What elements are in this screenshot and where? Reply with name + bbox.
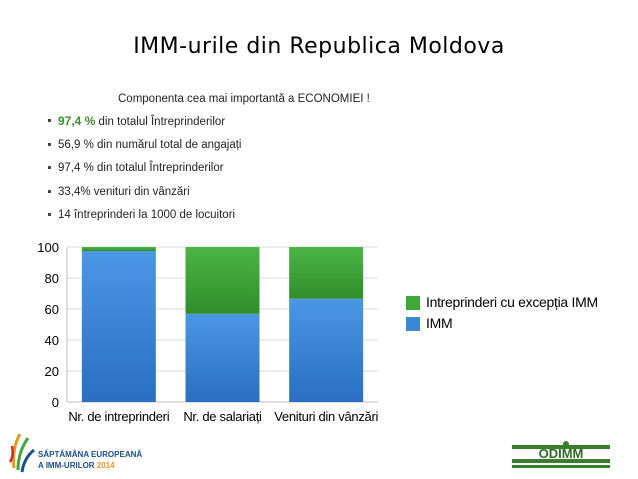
bar-segment xyxy=(81,247,156,252)
y-tick-label: 80 xyxy=(45,271,59,286)
page-subtitle: Componenta cea mai importantă a ECONOMIE… xyxy=(118,93,370,105)
page-title: IMM-urile din Republica Moldova xyxy=(133,34,505,59)
bar-segment xyxy=(185,313,260,402)
bar-segment xyxy=(81,251,156,402)
x-category-label: Venituri din vânzări xyxy=(274,409,378,424)
bullet-dot-icon xyxy=(48,213,51,216)
bullet-item: 14 întreprinderi la 1000 de locuitori xyxy=(48,204,241,228)
bar-segment xyxy=(185,247,260,314)
sme-week-year: 2014 xyxy=(96,461,115,470)
bullet-dot-icon xyxy=(48,189,51,193)
odimm-logo: ODIMM xyxy=(496,440,626,470)
odimm-logo-text: ODIMM xyxy=(539,446,584,461)
bullet-highlight: 97,4 % xyxy=(58,114,96,128)
x-category-label: Nr. de intreprinderi xyxy=(68,409,169,424)
bullet-dot-icon xyxy=(48,119,51,122)
legend-label-non-imm: Intreprinderi cu excepția IMM xyxy=(426,294,598,310)
bar-segment xyxy=(289,247,364,299)
bullet-dot-icon xyxy=(48,142,51,146)
x-category-label: Nr. de salariați xyxy=(183,409,262,424)
bullet-text: 97,4 % din totalul Întreprinderilor xyxy=(58,162,224,174)
y-tick-label: 100 xyxy=(37,240,59,255)
sme-week-emblem-icon xyxy=(8,433,35,473)
sme-week-line2: A IMM-URILOR 2014 xyxy=(38,461,115,470)
bullet-text: 56,9 % din numărul total de angajați xyxy=(58,138,242,151)
bullet-dot-icon xyxy=(48,166,51,169)
bullet-text: 33,4% venituri din vânzări xyxy=(58,185,190,198)
bullet-list: 97,4 % din totalul Întreprinderilor 56,9… xyxy=(48,110,241,228)
bullet-text: 14 întreprinderi la 1000 de locuitori xyxy=(58,209,236,221)
bullet-item: 97,4 % din totalul Întreprinderilor xyxy=(48,157,241,181)
y-tick-label: 20 xyxy=(45,364,59,379)
legend-label-imm: IMM xyxy=(426,315,453,331)
bullet-text: din totalul Întreprinderilor xyxy=(95,116,226,128)
bullet-item: 33,4% venituri din vânzări xyxy=(48,181,241,205)
sme-week-line2-text: A IMM-URILOR xyxy=(38,461,95,470)
sme-week-logo: SĂPTĂMÂNA EUROPEANĂ A IMM-URILOR 2014 xyxy=(8,428,158,476)
y-tick-label: 40 xyxy=(45,333,59,348)
y-tick-label: 60 xyxy=(45,302,59,317)
legend-swatch-non-imm xyxy=(406,296,420,310)
bar-segment xyxy=(289,298,364,402)
y-tick-label: 0 xyxy=(52,395,59,410)
bullet-item: 56,9 % din numărul total de angajați xyxy=(48,134,241,158)
legend-swatch-imm xyxy=(406,317,420,331)
sme-week-line1: SĂPTĂMÂNA EUROPEANĂ xyxy=(38,450,143,459)
bullet-item: 97,4 % din totalul Întreprinderilor xyxy=(48,110,241,134)
